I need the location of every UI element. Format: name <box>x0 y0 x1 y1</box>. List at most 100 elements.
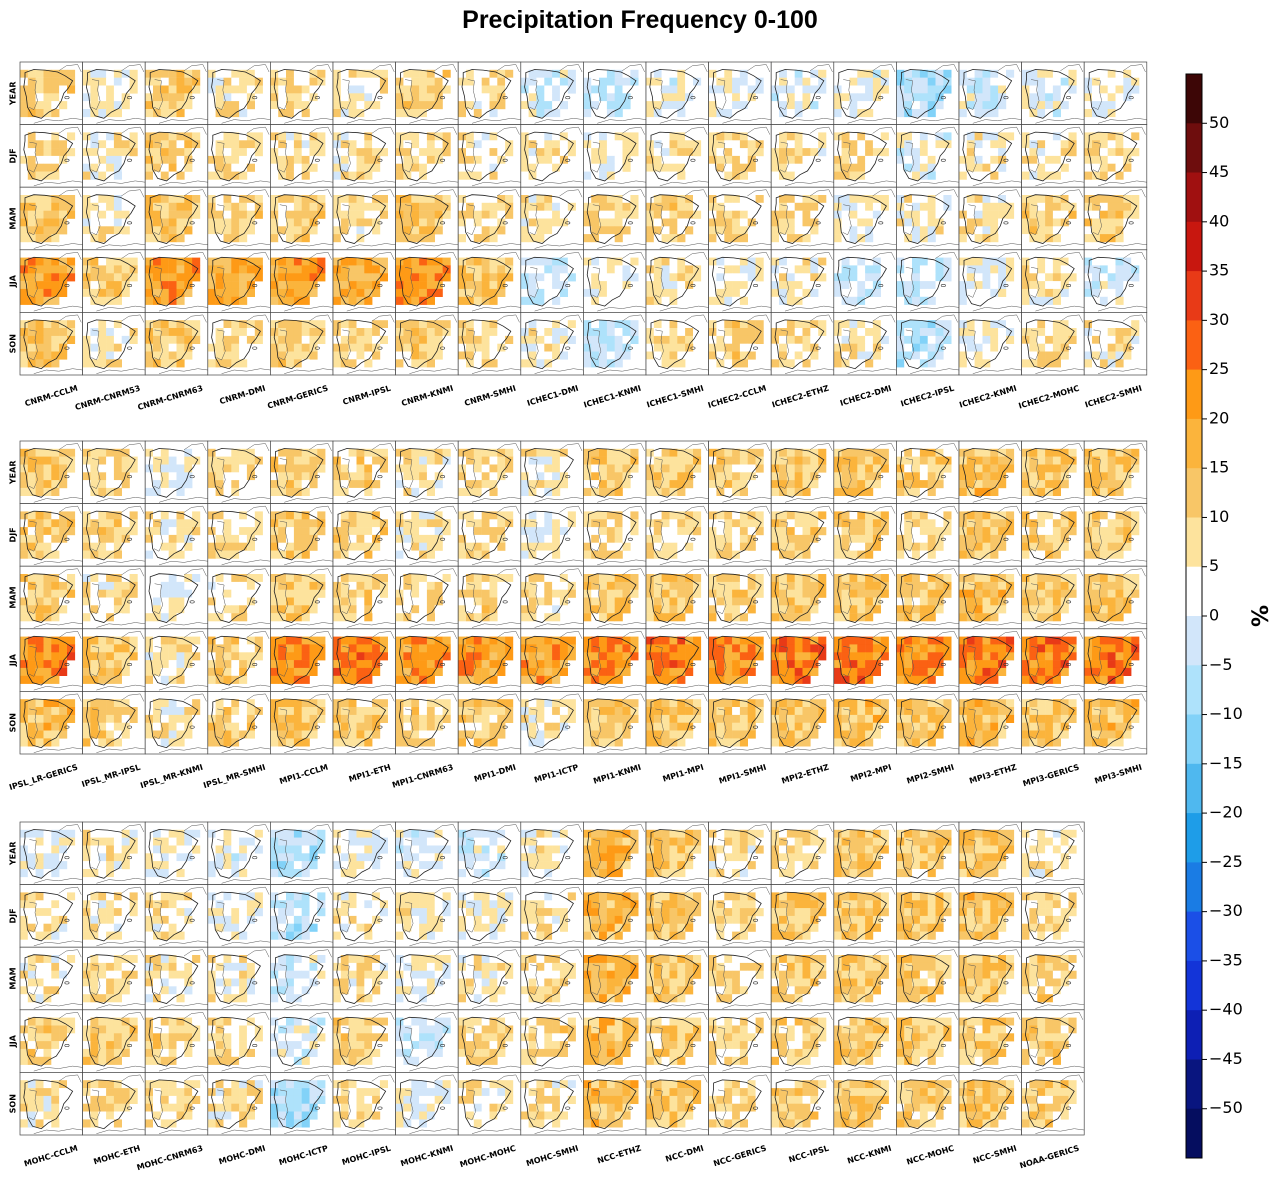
grid-cell <box>1084 265 1093 274</box>
grid-cell <box>739 101 748 110</box>
grid-cell <box>1107 328 1116 337</box>
grid-cell <box>333 335 342 344</box>
grid-cell <box>583 171 592 180</box>
grid-cell <box>168 257 177 266</box>
border-portugal <box>153 520 163 552</box>
grid-cell <box>333 351 342 360</box>
grid-cell <box>818 202 827 211</box>
grid-cell <box>919 140 928 149</box>
grid-cell <box>716 226 725 235</box>
grid-cell <box>223 613 232 622</box>
grid-cell <box>82 320 91 329</box>
map-cnrm-cnrm63-djf <box>144 124 209 188</box>
grid-cell <box>732 351 741 360</box>
grid-cell <box>552 101 561 110</box>
grid-cell <box>559 288 568 297</box>
grid-cell <box>35 101 44 110</box>
chart-title: Precipitation Frequency 0-100 <box>462 6 818 34</box>
grid-cell <box>419 155 428 164</box>
grid-cell <box>121 511 130 520</box>
grid-cell <box>246 448 255 457</box>
grid-cell <box>1115 210 1124 219</box>
grid-cell <box>317 273 326 282</box>
grid-cell <box>1099 359 1108 368</box>
grid-cell <box>591 320 600 329</box>
grid-cell <box>207 722 216 731</box>
grid-cell <box>27 480 36 489</box>
grid-cell <box>520 351 529 360</box>
grid-cell <box>927 140 936 149</box>
grid-cell <box>184 101 193 110</box>
grid-cell <box>974 218 983 227</box>
grid-cell <box>215 163 224 172</box>
grid-cell <box>794 132 803 141</box>
grid-cell <box>606 163 615 172</box>
grid-cell <box>466 93 475 102</box>
grid-cell <box>685 69 694 78</box>
grid-cell <box>82 550 91 559</box>
map-ichec2-knmi-son <box>958 312 1022 376</box>
grid-cell <box>841 202 850 211</box>
grid-cell <box>716 148 725 157</box>
grid-cell <box>340 163 349 172</box>
grid-cell <box>239 140 248 149</box>
grid-cell <box>896 335 905 344</box>
grid-cell <box>364 265 373 274</box>
grid-cell <box>622 226 631 235</box>
grid-cell <box>434 351 443 360</box>
grid-cell <box>51 273 60 282</box>
grid-cell <box>379 202 388 211</box>
border-france <box>434 252 458 260</box>
border-portugal <box>529 329 539 361</box>
grid-cell <box>724 77 733 86</box>
grid-cell <box>98 351 107 360</box>
grid-cell <box>959 85 968 94</box>
grid-cell <box>966 320 975 329</box>
grid-cell <box>270 195 279 204</box>
grid-cell <box>59 202 68 211</box>
row-label-year: YEAR <box>9 460 18 485</box>
grid-cell <box>739 234 748 243</box>
border-france <box>371 252 395 260</box>
grid-cell <box>301 448 310 457</box>
grid-cell <box>184 581 193 590</box>
coast-africa <box>722 118 772 124</box>
coast-africa <box>96 368 146 374</box>
grid-cell <box>982 265 991 274</box>
grid-cell <box>231 163 240 172</box>
grid-cell <box>113 257 122 266</box>
grid-cell <box>372 202 381 211</box>
grid-cell <box>223 589 232 598</box>
grid-cell <box>646 328 655 337</box>
grid-cell <box>685 343 694 352</box>
grid-cell <box>145 195 154 204</box>
grid-cell <box>184 163 193 172</box>
grid-cell <box>35 574 44 583</box>
grid-cell <box>810 288 819 297</box>
grid-cell <box>1029 155 1038 164</box>
grid-cell <box>207 77 216 86</box>
grid-cell <box>677 320 686 329</box>
border-france <box>246 252 270 260</box>
grid-cell <box>1045 148 1054 157</box>
grid-cell <box>1052 210 1061 219</box>
grid-cell <box>215 448 224 457</box>
grid-cell <box>215 589 224 598</box>
grid-cell <box>434 163 443 172</box>
grid-cell <box>599 77 608 86</box>
grid-cell <box>184 77 193 86</box>
grid-cell <box>779 320 788 329</box>
grid-cell <box>207 730 216 739</box>
grid-cell <box>20 195 29 204</box>
grid-cell <box>419 281 428 290</box>
grid-cell <box>896 265 905 274</box>
grid-cell <box>145 714 154 723</box>
grid-cell <box>1099 328 1108 337</box>
grid-cell <box>239 351 248 360</box>
grid-cell <box>340 69 349 78</box>
grid-cell <box>379 195 388 204</box>
map-ichec1-smhi-year <box>645 61 709 125</box>
border-france <box>872 64 896 73</box>
grid-cell <box>113 550 122 559</box>
grid-cell <box>168 597 177 606</box>
